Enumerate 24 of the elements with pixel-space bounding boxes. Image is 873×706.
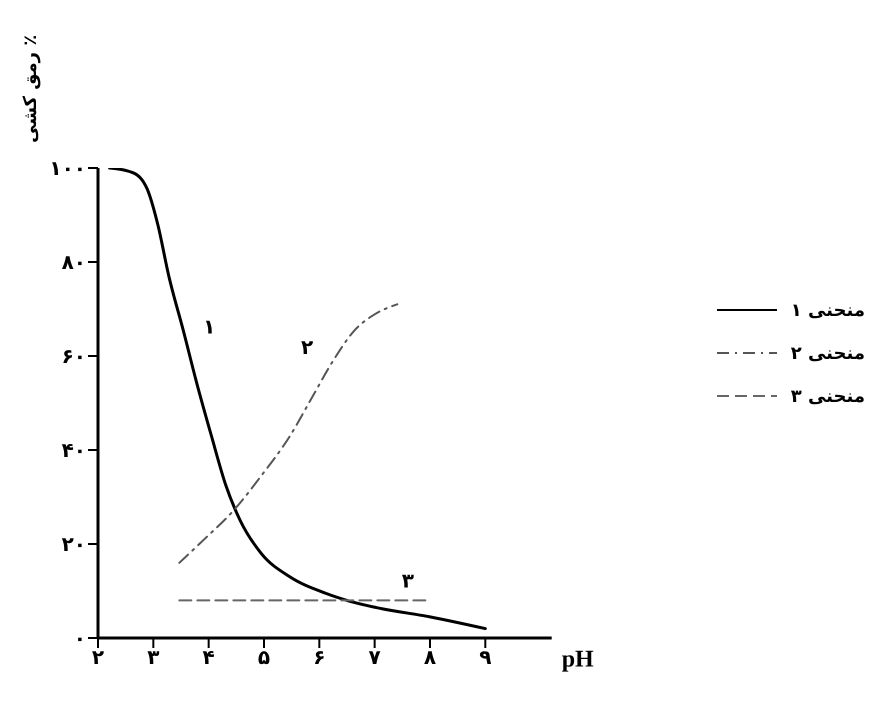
x-tick-label: ۴: [202, 645, 215, 670]
x-tick-label: ۵: [258, 645, 270, 670]
annotation: ۳: [402, 568, 414, 592]
y-tick-label: ۶۰: [62, 344, 86, 368]
y-tick-label: ۲۰: [62, 532, 86, 556]
annotation: ۱: [203, 314, 216, 338]
y-tick-label: ۸۰: [62, 250, 86, 274]
legend-label: منحنی ۱: [790, 300, 865, 320]
y-axis-title: رمق کشی ٪: [20, 34, 41, 143]
x-tick-label: ۹: [479, 645, 492, 670]
x-tick-label: ۲: [92, 645, 104, 670]
y-tick-label: ۱۰۰: [49, 156, 86, 180]
x-tick-label: ۸: [424, 645, 436, 670]
y-tick-label: ۰: [74, 626, 86, 650]
x-tick-label: ۳: [147, 645, 160, 670]
annotation: ۲: [301, 334, 314, 359]
legend-label: منحنی ۳: [790, 386, 865, 406]
x-tick-label: ۶: [313, 645, 326, 670]
legend-label: منحنی ۲: [790, 342, 865, 364]
x-axis-title: pH: [562, 646, 594, 673]
line-series: [108, 168, 487, 630]
x-tick-label: ۷: [368, 645, 381, 670]
line-series: [178, 303, 398, 564]
y-tick-label: ۴۰: [62, 438, 86, 462]
